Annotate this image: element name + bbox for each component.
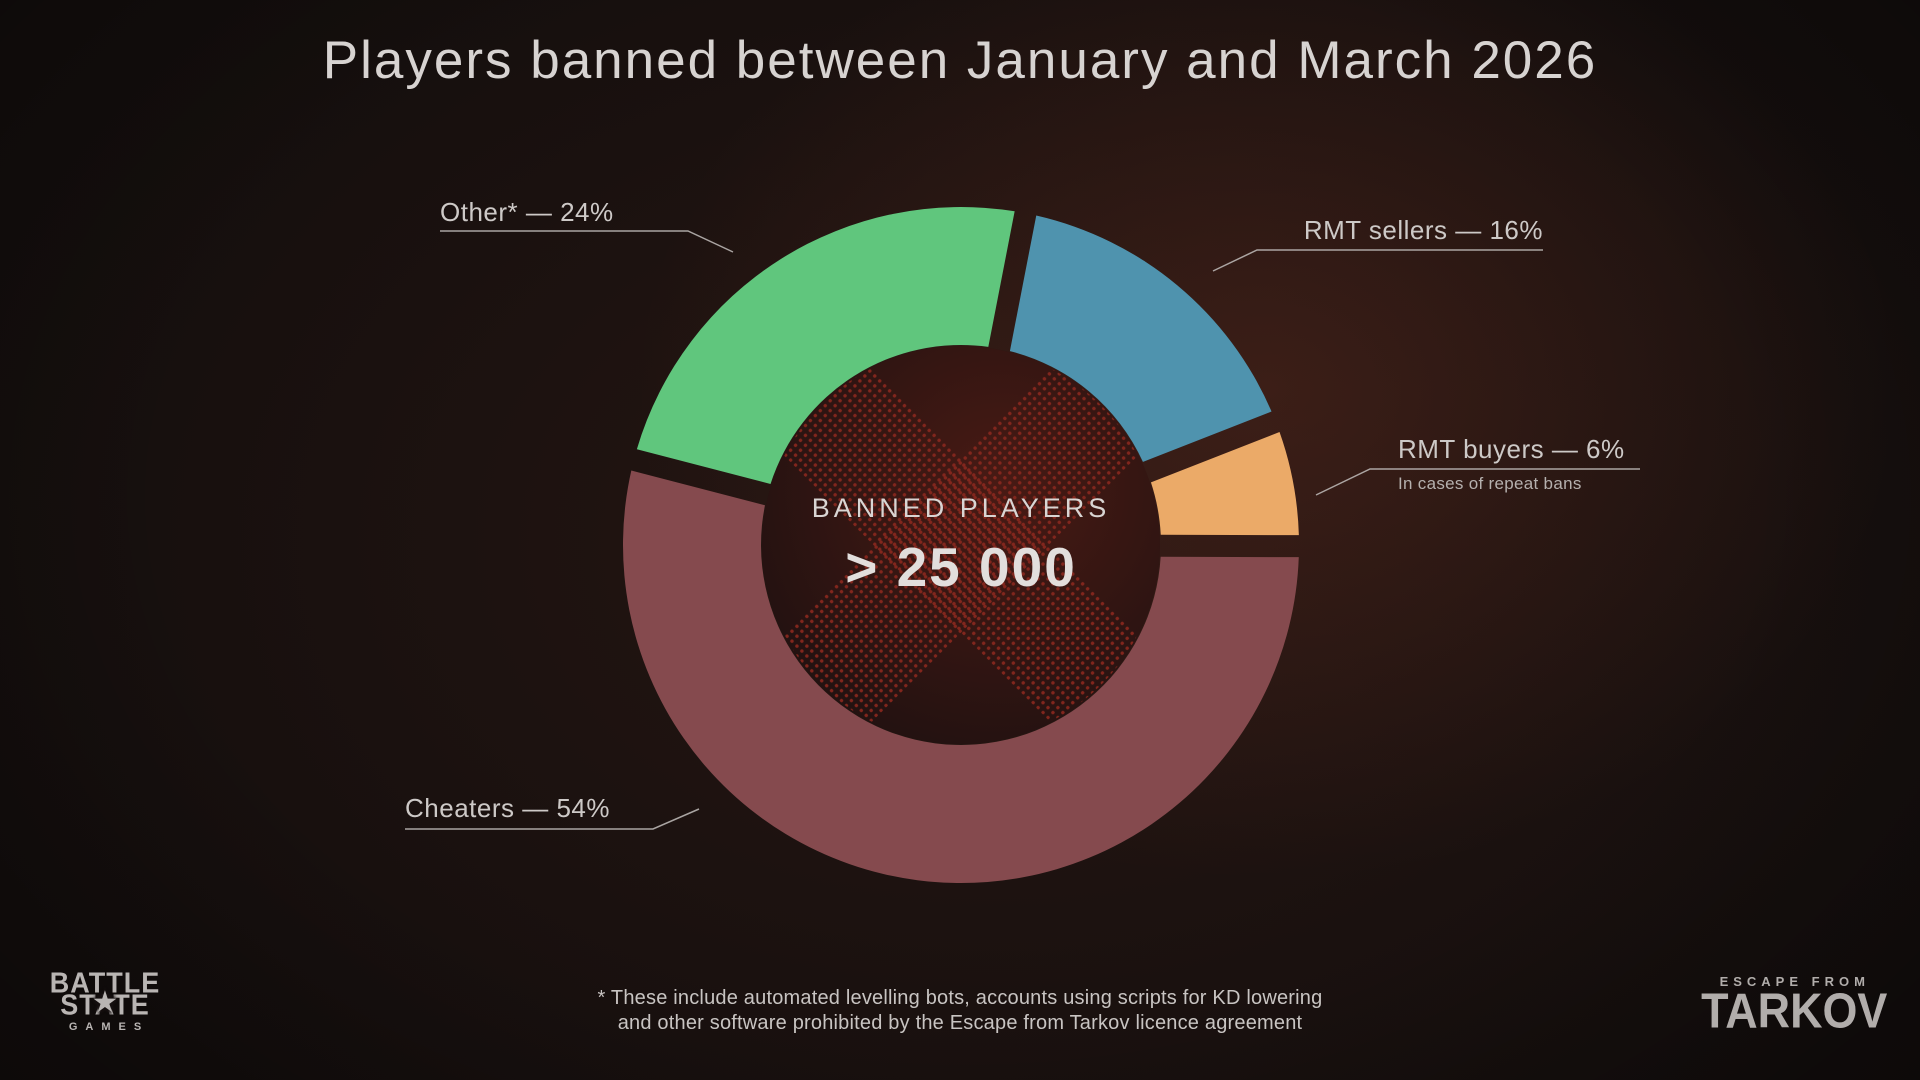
label-rmt-buyers: RMT buyers — 6%: [1398, 434, 1625, 464]
label-rmt-sellers: RMT sellers — 16%: [1303, 215, 1543, 245]
tarkov-logo-line1: ESCAPE FROM: [1719, 974, 1870, 989]
footnote: * These include automated levelling bots…: [0, 986, 1920, 1036]
leader-line-rmt-sellers: [1212, 249, 1543, 272]
label-cheaters: Cheaters — 54%: [405, 793, 610, 823]
slice-rmt-buyers: [1150, 431, 1299, 536]
battlestate-star-icon: ★: [91, 986, 119, 1019]
escape-from-tarkov-logo: ESCAPE FROM TARKOV: [1701, 974, 1888, 1039]
footnote-line-1: * These include automated levelling bots…: [597, 987, 1323, 1009]
banned-x-icon: [763, 347, 1159, 743]
battlestate-logo-line3: GAMES: [68, 1021, 150, 1033]
label-other: Other* — 24%: [440, 197, 614, 227]
center-value: > 25 000: [845, 536, 1077, 598]
slice-rmt-sellers: [1009, 215, 1272, 462]
footnote-line-2: and other software prohibited by the Esc…: [617, 1012, 1303, 1034]
slice-other: [636, 207, 1015, 485]
center-label: BANNED PLAYERS: [811, 493, 1111, 523]
slice-cheaters: [622, 470, 1299, 884]
chart-title: Players banned between January and March…: [322, 31, 1598, 90]
leader-line-cheaters: [405, 808, 700, 830]
battlestate-games-logo: BATTLE STATE ★ GAMES: [42, 967, 168, 1033]
label-rmt-buyers-note: In cases of repeat bans: [1398, 474, 1582, 493]
leader-line-rmt-buyers: [1315, 468, 1640, 496]
leader-line-other: [440, 230, 734, 253]
battlestate-logo-line2: STATE: [60, 989, 150, 1021]
tarkov-logo-line2: TARKOV: [1701, 984, 1888, 1039]
battlestate-logo-line1: BATTLE: [49, 967, 161, 999]
